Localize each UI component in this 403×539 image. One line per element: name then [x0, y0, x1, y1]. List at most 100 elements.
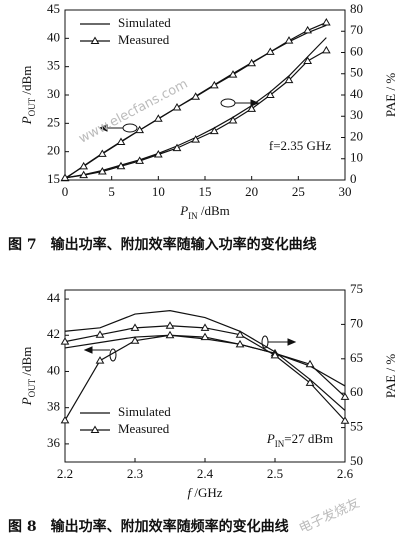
marker	[209, 80, 219, 89]
x-tick-label: 25	[292, 184, 305, 199]
annotation: PIN=27 dBm	[266, 431, 333, 449]
x-tick-label: 5	[108, 184, 115, 199]
marker	[90, 36, 100, 44]
label-part: /dBm	[198, 203, 230, 218]
x-tick-label: 2.6	[337, 466, 354, 481]
y-tick-label: 25	[47, 114, 60, 129]
marker	[116, 137, 126, 146]
series-line	[64, 310, 346, 411]
marker	[340, 392, 350, 400]
marker	[265, 47, 275, 55]
y-tick-label: 40	[47, 29, 60, 44]
legend-label: Measured	[118, 32, 170, 47]
marker	[97, 149, 107, 157]
y-tick-label: 35	[47, 58, 60, 73]
x-tick-label: 2.3	[127, 466, 143, 481]
marker	[235, 339, 245, 348]
x-tick-label: 10	[152, 184, 165, 199]
curve-marker	[220, 98, 236, 108]
y-tick-label: 20	[47, 143, 60, 158]
label-part: OUT	[27, 97, 37, 116]
marker	[247, 104, 257, 112]
label-part: IN	[188, 211, 198, 221]
label-part: IN	[275, 439, 285, 449]
y-tick-label: 30	[47, 86, 60, 101]
label-part: /GHz	[191, 485, 223, 500]
marker	[303, 56, 313, 64]
marker	[200, 332, 210, 341]
marker	[95, 330, 105, 338]
marker	[200, 323, 210, 331]
y2-tick-label: 65	[350, 350, 363, 365]
y2-tick-label: 55	[350, 419, 363, 434]
legend-label: Measured	[118, 421, 170, 436]
arrowhead	[287, 338, 297, 346]
y2-tick-label: 70	[350, 22, 363, 37]
y2-tick-label: 10	[350, 150, 363, 165]
marker	[60, 173, 70, 181]
marker	[130, 336, 140, 344]
label-part: OUT	[27, 378, 37, 397]
marker	[284, 36, 294, 44]
marker	[90, 425, 100, 433]
x-tick-label: 30	[339, 184, 352, 199]
marker	[305, 378, 315, 386]
x-axis-label: f /GHz	[187, 485, 222, 500]
y2-tick-label: 60	[350, 384, 363, 399]
y-tick-label: 42	[47, 326, 60, 341]
marker	[165, 321, 175, 329]
marker	[191, 135, 201, 143]
annotation-arrows	[83, 98, 297, 362]
y2-tick-label: 80	[350, 1, 363, 16]
series-line	[64, 334, 346, 387]
label-part: /dBm	[19, 347, 34, 379]
y-axis-label: POUT /dBm	[19, 347, 37, 407]
curve-marker	[122, 123, 138, 133]
annotation: f=2.35 GHz	[269, 138, 331, 153]
marker	[135, 156, 145, 164]
y-axis-label: POUT /dBm	[19, 66, 37, 126]
marker	[228, 116, 238, 124]
marker	[79, 170, 89, 179]
y-tick-label: 38	[47, 399, 60, 414]
y-tick-label: 36	[47, 435, 61, 450]
marker	[228, 70, 238, 78]
marker	[235, 330, 245, 338]
marker	[165, 330, 175, 339]
marker	[265, 90, 275, 98]
marker	[95, 356, 105, 364]
marker	[303, 25, 313, 34]
x-tick-label: 2.5	[267, 466, 283, 481]
caption: 图 7 输出功率、附加效率随输入功率的变化曲线	[8, 236, 317, 253]
label-part: P	[19, 116, 34, 125]
marker	[130, 323, 140, 331]
marker	[153, 114, 163, 122]
marker	[153, 150, 163, 158]
legend-label: Simulated	[118, 404, 171, 419]
marker	[209, 126, 219, 135]
y2-tick-label: 30	[350, 107, 363, 122]
label-part: P	[179, 203, 188, 218]
y2-axis-label: PAE / %	[383, 73, 398, 117]
label-part: f	[187, 485, 193, 500]
y-tick-label: 44	[47, 290, 61, 305]
marker	[172, 143, 182, 152]
y2-tick-label: 75	[350, 281, 363, 296]
series-line	[64, 49, 327, 179]
y-tick-label: 40	[47, 362, 60, 377]
watermark: 电子发烧友	[296, 495, 362, 537]
y-tick-label: 15	[47, 171, 60, 186]
arrowhead	[83, 346, 93, 354]
x-tick-label: 2.4	[197, 466, 214, 481]
x-tick-label: 15	[199, 184, 212, 199]
legend-label: Simulated	[118, 15, 171, 30]
label-part: =27 dBm	[284, 431, 333, 446]
x-tick-label: 20	[245, 184, 258, 199]
y2-tick-label: 50	[350, 65, 363, 80]
y2-tick-label: 20	[350, 128, 363, 143]
caption: 图 8 输出功率、附加效率随频率的变化曲线	[8, 518, 289, 535]
y-tick-label: 45	[47, 1, 60, 16]
marker	[270, 350, 280, 359]
y2-tick-label: 60	[350, 43, 363, 58]
